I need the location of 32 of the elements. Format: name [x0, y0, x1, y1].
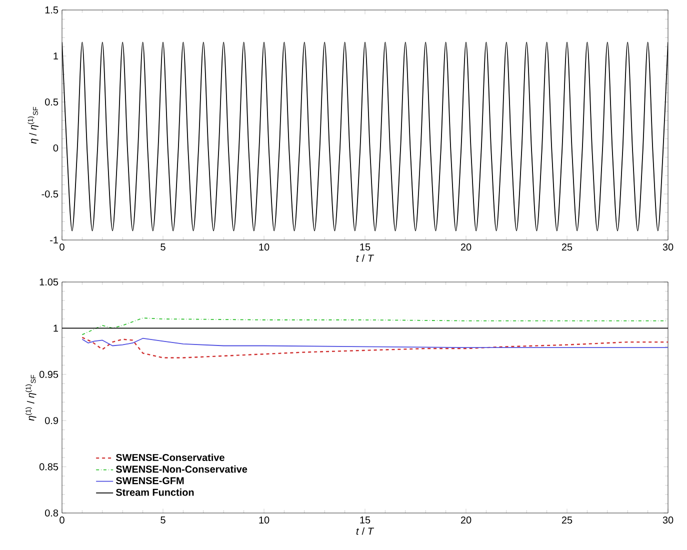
x-tick-label: 0: [60, 244, 64, 251]
y-tick-label: 0: [53, 144, 58, 152]
y-tick-label: -0.5: [42, 190, 58, 198]
x-tick-label: 30: [662, 244, 674, 251]
y-tick-label: 1: [54, 52, 58, 60]
legend-label: Stream Function: [116, 488, 194, 496]
x-tick-label: 0: [60, 516, 64, 524]
x-tick-label: 15: [360, 516, 370, 524]
x-tick-label: 20: [460, 244, 472, 251]
x-tick-label: 5: [160, 516, 166, 524]
x-tick-label: 5: [160, 244, 166, 250]
y-tick-label: 1.5: [45, 6, 58, 14]
x-tick-label: 25: [562, 516, 572, 524]
y-tick-label: 1.05: [40, 278, 58, 286]
x-tick-label: 20: [460, 516, 472, 524]
x-tick-label: 10: [259, 516, 270, 524]
legend-label: SWENSE-Conservative: [116, 454, 224, 462]
legend-label: SWENSE-GFM: [116, 477, 184, 484]
y-tick-label: 0.8: [45, 509, 58, 517]
x-tick-label: 15: [360, 244, 370, 250]
y-tick-label: 0.95: [39, 370, 58, 378]
y-tick-label: 1: [54, 324, 58, 332]
x-axis-title: t / T: [356, 527, 374, 535]
y-tick-label: 0.85: [39, 463, 58, 470]
x-axis-title: t / T: [356, 254, 374, 262]
x-tick-label: 10: [259, 244, 270, 251]
x-tick-label: 25: [562, 244, 572, 251]
legend-label: SWENSE-Non-Conservative: [116, 465, 248, 473]
y-tick-label: 0.5: [45, 98, 58, 106]
y-tick-label: -1: [50, 236, 58, 244]
y-tick-label: 0.9: [45, 417, 58, 424]
x-tick-label: 30: [662, 516, 674, 524]
